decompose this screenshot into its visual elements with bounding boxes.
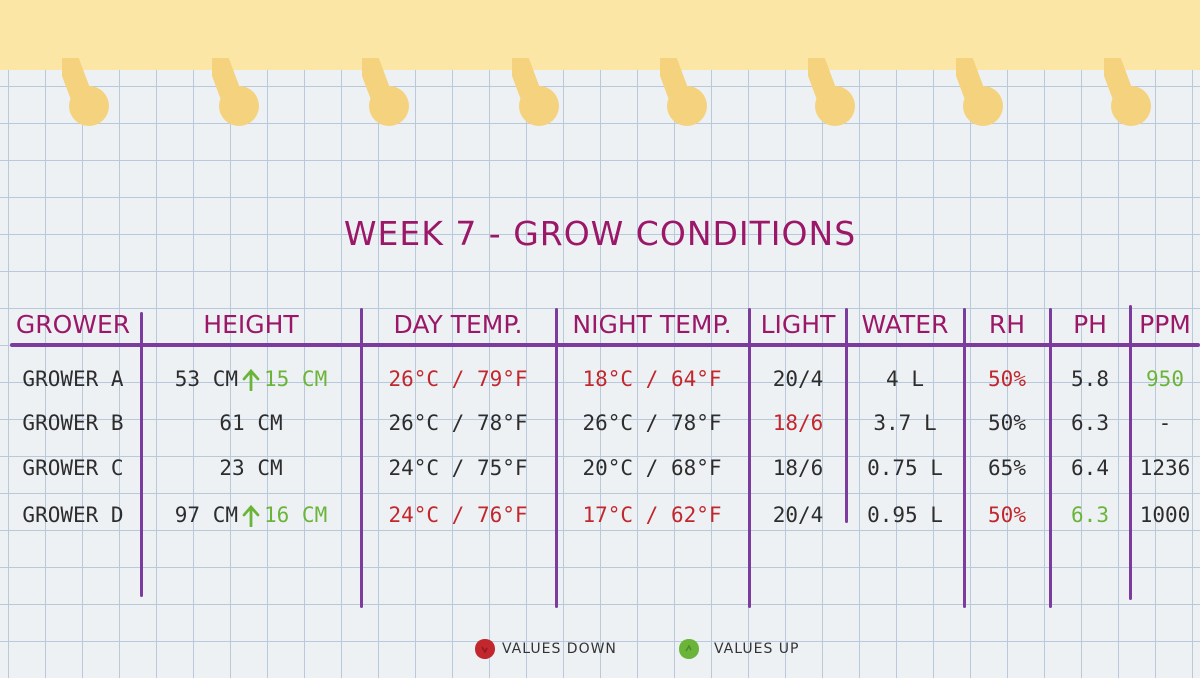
ppm-value: 1000	[1139, 503, 1191, 527]
light-value: 18/6	[772, 411, 824, 435]
height-value: 61 CM	[219, 411, 283, 435]
header-rh: RH	[988, 310, 1026, 339]
header-day-temp: DAY TEMP.	[393, 310, 523, 339]
day-temp-value: 26°C / 78°F	[388, 411, 528, 435]
binder-ring-icon	[1098, 47, 1154, 130]
ph-value: 6.4	[1071, 456, 1109, 480]
night-temp-value: 26°C / 78°F	[582, 411, 722, 435]
header-water: WATER	[861, 310, 949, 339]
binder-ring-icon	[356, 47, 412, 130]
column-divider	[555, 308, 558, 608]
column-divider	[845, 308, 848, 523]
column-divider	[1049, 308, 1052, 608]
water-value: 4 L	[886, 367, 924, 391]
height-value: 97 CM	[174, 503, 238, 527]
column-divider	[963, 308, 966, 608]
ppm-value: 950	[1146, 367, 1184, 391]
day-temp-value: 24°C / 76°F	[388, 503, 528, 527]
height-value: 53 CM	[174, 367, 238, 391]
rh-value: 50%	[988, 411, 1026, 435]
header-ppm: PPM	[1139, 310, 1191, 339]
binder-ring-icon	[802, 47, 858, 130]
height-cell: 53 CM 15 CM	[145, 364, 357, 394]
legend-down-label: VALUES DOWN	[502, 641, 617, 657]
legend-values-down: VALUES DOWN	[474, 636, 617, 662]
night-temp-value: 18°C / 64°F	[582, 367, 722, 391]
grower-name: GROWER A	[22, 367, 124, 391]
ppm-value: -	[1158, 411, 1172, 435]
water-value: 0.95 L	[867, 503, 943, 527]
day-temp-value: 26°C / 79°F	[388, 367, 528, 391]
light-value: 18/6	[772, 456, 824, 480]
rh-value: 50%	[988, 503, 1026, 527]
header-night-temp: NIGHT TEMP.	[572, 310, 732, 339]
column-divider	[1129, 305, 1132, 600]
arrow-up-icon	[242, 505, 260, 527]
header-grower: GROWER	[15, 310, 131, 339]
header-height: HEIGHT	[203, 310, 299, 339]
rh-value: 65%	[988, 456, 1026, 480]
notepad-top-band	[0, 0, 1200, 70]
ph-value: 6.3	[1071, 503, 1109, 527]
header-ph: PH	[1073, 310, 1107, 339]
green-blob-icon	[679, 639, 699, 659]
column-divider	[360, 308, 363, 608]
water-value: 0.75 L	[867, 456, 943, 480]
binder-ring-icon	[654, 47, 710, 130]
height-change: 16 CM	[264, 503, 328, 527]
column-divider	[140, 312, 143, 597]
column-divider	[748, 308, 751, 608]
height-cell: 97 CM 16 CM	[145, 500, 357, 530]
grower-name: GROWER B	[22, 411, 124, 435]
night-temp-value: 20°C / 68°F	[582, 456, 722, 480]
height-change: 15 CM	[264, 367, 328, 391]
water-value: 3.7 L	[873, 411, 937, 435]
header-light: LIGHT	[760, 310, 836, 339]
light-value: 20/4	[772, 503, 824, 527]
legend-up-label: VALUES UP	[714, 641, 800, 657]
ph-value: 5.8	[1071, 367, 1109, 391]
legend-values-up: VALUES UP	[678, 636, 799, 662]
binder-ring-icon	[950, 47, 1006, 130]
rh-value: 50%	[988, 367, 1026, 391]
height-value: 23 CM	[219, 456, 283, 480]
grower-name: GROWER C	[22, 456, 124, 480]
red-blob-icon	[475, 639, 495, 659]
binder-ring-icon	[56, 47, 112, 130]
ppm-value: 1236	[1139, 456, 1191, 480]
page-title: WEEK 7 - GROW CONDITIONS	[343, 214, 857, 253]
binder-ring-icon	[206, 47, 262, 130]
header-divider	[10, 343, 1200, 347]
light-value: 20/4	[772, 367, 824, 391]
binder-ring-icon	[506, 47, 562, 130]
night-temp-value: 17°C / 62°F	[582, 503, 722, 527]
day-temp-value: 24°C / 75°F	[388, 456, 528, 480]
grower-name: GROWER D	[22, 503, 124, 527]
arrow-up-icon	[242, 369, 260, 391]
ph-value: 6.3	[1071, 411, 1109, 435]
